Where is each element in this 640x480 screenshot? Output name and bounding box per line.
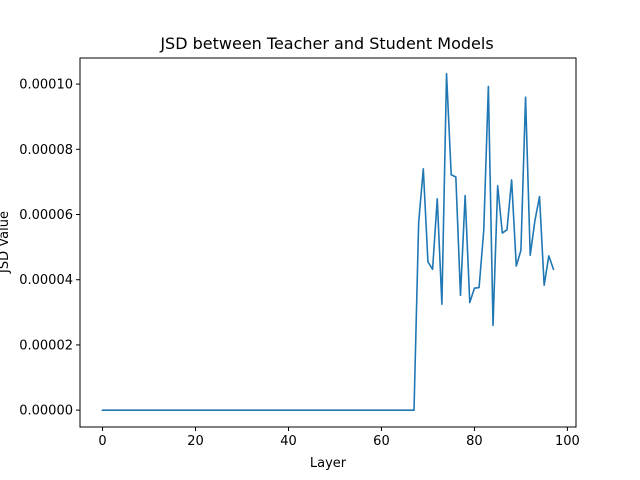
y-axis-label: JSD Value — [0, 211, 12, 274]
y-axis-ticks: 0.00000 0.00002 0.00004 0.00006 0.00008 0.000… — [19, 78, 80, 419]
series-line — [101, 72, 555, 411]
x-tick-label: 100 — [555, 434, 580, 449]
x-tick-label: 40 — [280, 434, 297, 449]
y-tick-label: 0.00002 — [19, 338, 73, 353]
x-tick-label: 80 — [466, 434, 483, 449]
y-tick-label: 0.00008 — [19, 143, 73, 158]
x-axis-ticks: 0 20 40 60 80 100 — [98, 427, 580, 449]
plot-area — [79, 57, 577, 428]
x-axis-label: Layer — [310, 456, 347, 471]
series-layer — [101, 72, 555, 411]
y-tick-label: 0.00000 — [19, 404, 73, 419]
x-tick-label: 20 — [187, 434, 204, 449]
axes-frame — [79, 57, 577, 428]
chart-title: JSD between Teacher and Student Models — [159, 34, 493, 53]
y-tick-label: 0.00006 — [19, 208, 73, 223]
x-tick-label: 60 — [373, 434, 390, 449]
x-tick-label: 0 — [98, 434, 106, 449]
y-tick-label: 0.00004 — [19, 273, 73, 288]
y-tick-label: 0.00010 — [19, 78, 73, 93]
